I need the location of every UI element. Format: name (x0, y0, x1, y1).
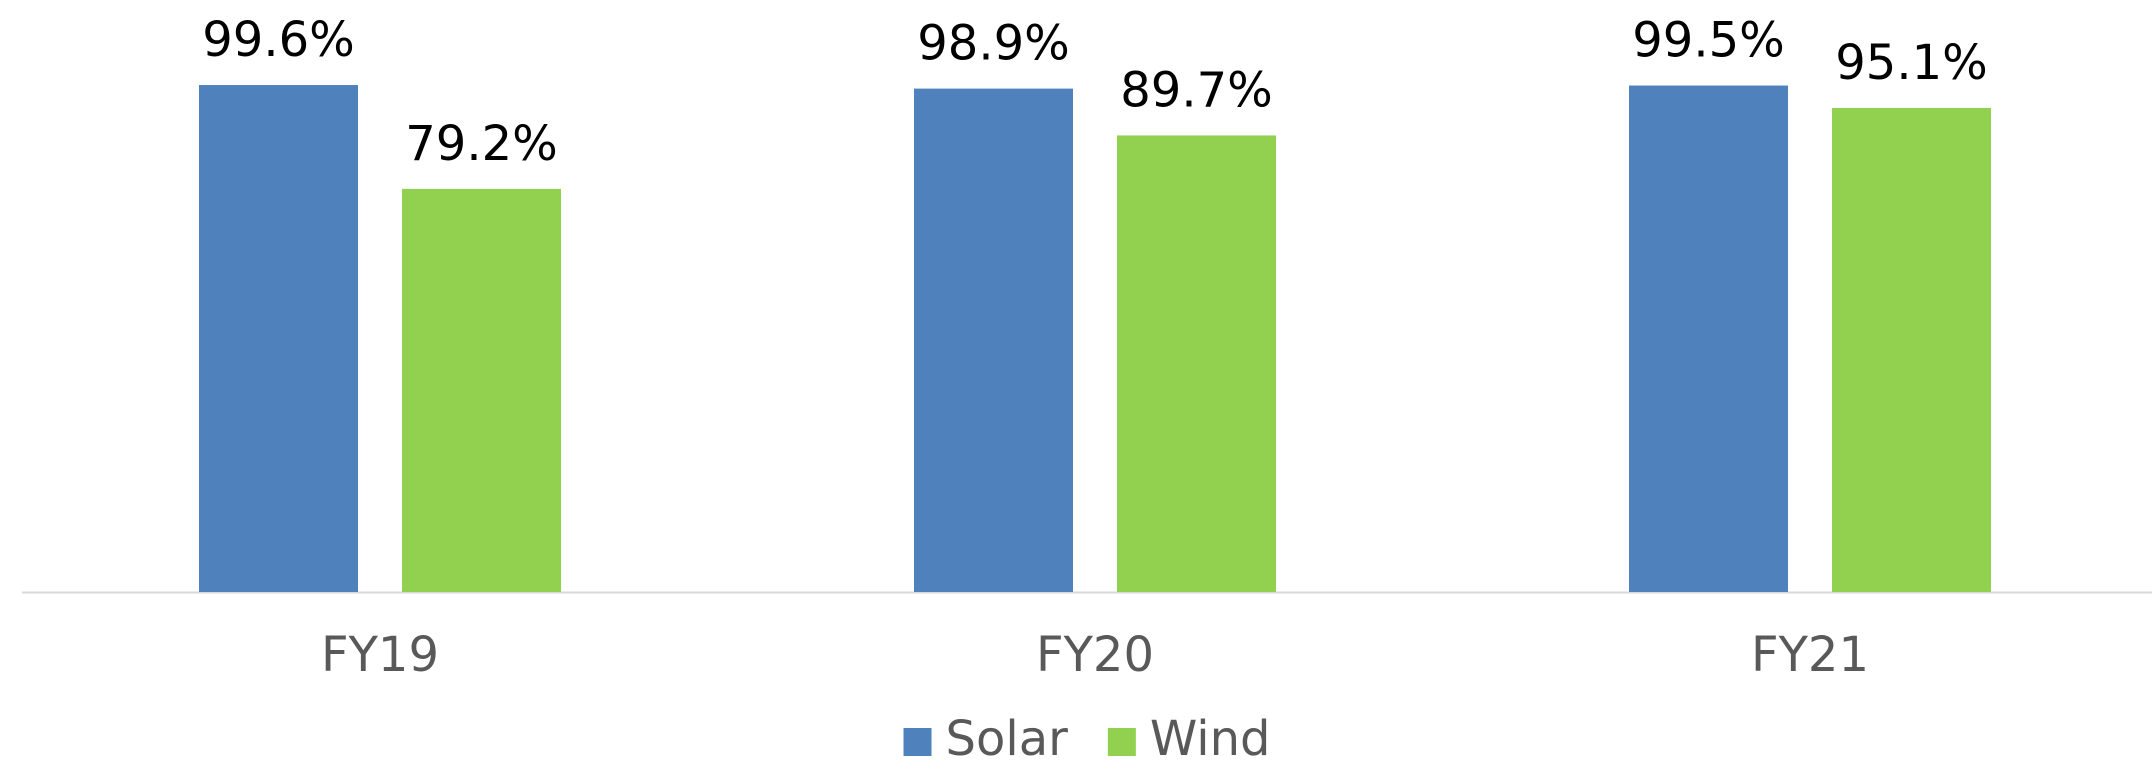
legend-label: Wind (1150, 711, 1271, 767)
bar (1117, 135, 1276, 592)
value-label: 95.1% (1835, 35, 1987, 91)
x-tick-label: FY21 (1751, 627, 1869, 683)
value-label: 99.6% (202, 12, 354, 68)
legend-label: Solar (946, 711, 1069, 767)
x-tick-label: FY19 (321, 627, 439, 683)
value-label: 99.5% (1632, 13, 1784, 69)
legend-swatch (1107, 728, 1136, 756)
legend-swatch (903, 728, 932, 756)
legend: Solar Wind (903, 711, 1271, 767)
value-label: 98.9% (917, 16, 1069, 72)
bar (402, 188, 561, 592)
bar (1629, 85, 1788, 593)
x-tick-label: FY20 (1036, 627, 1154, 683)
bar (1832, 107, 1991, 592)
value-label: 89.7% (1120, 62, 1272, 118)
bar (199, 85, 358, 592)
bar (914, 88, 1073, 592)
value-label: 79.2% (405, 116, 557, 172)
